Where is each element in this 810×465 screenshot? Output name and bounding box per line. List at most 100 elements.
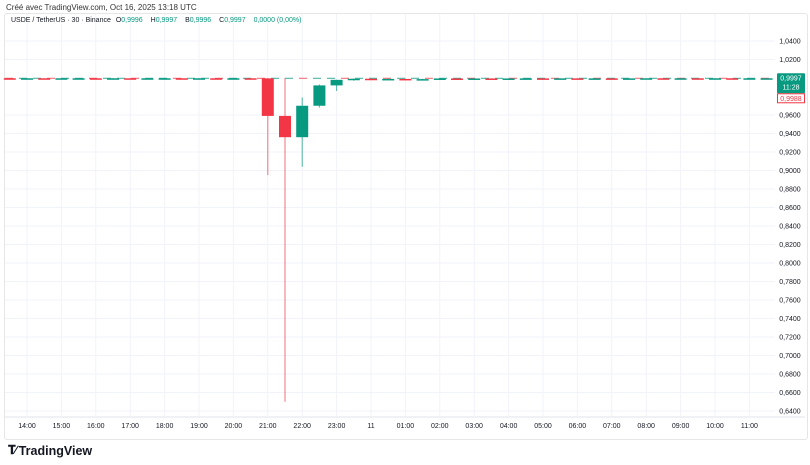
x-tick-label: 01:00: [397, 423, 415, 430]
candle-body: [141, 78, 154, 80]
change-value: 0,0000 (0,00%): [253, 17, 302, 24]
last-price-badge: [777, 73, 805, 94]
x-tick-label: 18:00: [156, 423, 174, 430]
candle-body: [416, 79, 429, 81]
y-tick-label: 0,6600: [779, 390, 801, 397]
x-tick-label: 11:00: [741, 423, 758, 430]
candle-body: [537, 78, 549, 80]
candle-body: [623, 78, 635, 80]
candle-body: [674, 78, 687, 80]
x-tick-label: 02:00: [431, 423, 449, 430]
close-value: 0,9997: [224, 17, 246, 24]
y-tick-label: 0,8200: [779, 242, 801, 249]
candle-body: [244, 78, 257, 80]
y-tick-label: 0,8400: [779, 224, 801, 231]
x-tick-label: 20:00: [225, 423, 243, 430]
candle-body: [433, 78, 446, 80]
candle-body: [726, 78, 739, 80]
x-tick-label: 03:00: [465, 423, 483, 430]
candle-body: [571, 78, 584, 80]
y-tick-label: 0,8000: [779, 261, 801, 268]
brand-name: TradingView: [18, 443, 93, 458]
y-tick-label: 0,8800: [779, 187, 801, 194]
candle-body: [193, 78, 205, 80]
candle-body: [347, 78, 360, 81]
candle-body: [55, 78, 68, 80]
candle-body: [519, 78, 532, 80]
candle-body: [330, 79, 343, 86]
candle-body: [554, 78, 567, 80]
candle-body: [468, 78, 481, 80]
x-tick-label: 19:00: [190, 423, 208, 430]
candle-body: [227, 78, 240, 80]
x-tick-label: 07:00: [603, 423, 621, 430]
candle-body: [107, 78, 119, 80]
candle-body: [451, 78, 463, 80]
candle-body: [743, 78, 756, 80]
chart-credit: Créé avec TradingView.com, Oct 16, 2025 …: [6, 3, 197, 12]
close-label: C: [219, 17, 225, 24]
y-tick-label: 0,6400: [779, 409, 801, 416]
y-tick-label: 0,7000: [779, 353, 801, 360]
y-tick-label: 0,9600: [779, 113, 801, 120]
chart-frame: [4, 13, 808, 440]
open-label: O: [115, 17, 122, 24]
y-tick-label: 0,7600: [779, 298, 801, 305]
high-label: H: [150, 17, 156, 24]
x-tick-label: 10:00: [706, 423, 724, 430]
y-tick-label: 0,9400: [779, 131, 801, 138]
tradingview-logo[interactable]: 𝐓∕ TradingView: [8, 443, 92, 458]
candle-body: [21, 78, 33, 80]
y-tick-label: 0,6800: [779, 372, 801, 379]
y-tick-label: 0,7200: [779, 335, 801, 342]
candle-body: [210, 78, 223, 80]
x-tick-label: 22:00: [293, 423, 311, 430]
open-value: 0,9996: [121, 17, 143, 24]
candle-body: [296, 105, 309, 138]
candle-body: [261, 78, 274, 116]
candle-body: [3, 78, 16, 80]
x-tick-label: 09:00: [672, 423, 690, 430]
candle-body: [588, 78, 601, 80]
y-tick-label: 0,9000: [779, 168, 801, 175]
x-tick-label: 17:00: [121, 423, 139, 430]
last-price-value: 0,9997: [780, 75, 802, 82]
candle-body: [399, 78, 412, 81]
x-tick-label: 16:00: [87, 423, 105, 430]
high-value: 0,9997: [155, 17, 178, 24]
candle-body: [89, 78, 102, 80]
candle-body: [691, 78, 704, 80]
candle-body: [640, 78, 653, 80]
candle-body: [760, 78, 773, 80]
x-tick-label: 21:00: [259, 423, 277, 430]
candle-body: [502, 78, 515, 80]
low-value: 0,9996: [189, 17, 212, 24]
x-tick-label: 23:00: [328, 423, 346, 430]
x-tick-label: 06:00: [569, 423, 587, 430]
tradingview-logo-icon: 𝐓∕: [8, 443, 17, 457]
candle-body: [158, 78, 171, 80]
candle-body: [605, 78, 618, 80]
candle-body: [38, 78, 51, 80]
x-tick-label: 11: [367, 423, 374, 430]
y-tick-label: 0,8600: [779, 205, 801, 212]
symbol-legend: USDE / TetherUS · 30 · Binance O0,9996 H…: [11, 17, 304, 24]
x-tick-label: 08:00: [637, 423, 655, 430]
y-tick-label: 0,7800: [779, 279, 801, 286]
candle-body: [72, 78, 85, 80]
candle-body: [175, 78, 188, 80]
y-tick-label: 0,7400: [779, 316, 801, 323]
candle-body: [382, 78, 395, 81]
candle-body: [313, 85, 326, 106]
symbol-title[interactable]: USDE / TetherUS · 30 · Binance: [11, 17, 111, 24]
x-tick-label: 15:00: [53, 423, 71, 430]
y-tick-label: 1,0400: [779, 39, 801, 46]
candle-body: [657, 78, 670, 80]
bar-countdown: 11:28: [783, 84, 800, 91]
other-price-badge: [777, 93, 805, 104]
candle-body: [485, 78, 498, 80]
y-tick-label: 1,0200: [779, 57, 801, 64]
candle-body: [365, 78, 377, 81]
x-tick-label: 05:00: [534, 423, 552, 430]
